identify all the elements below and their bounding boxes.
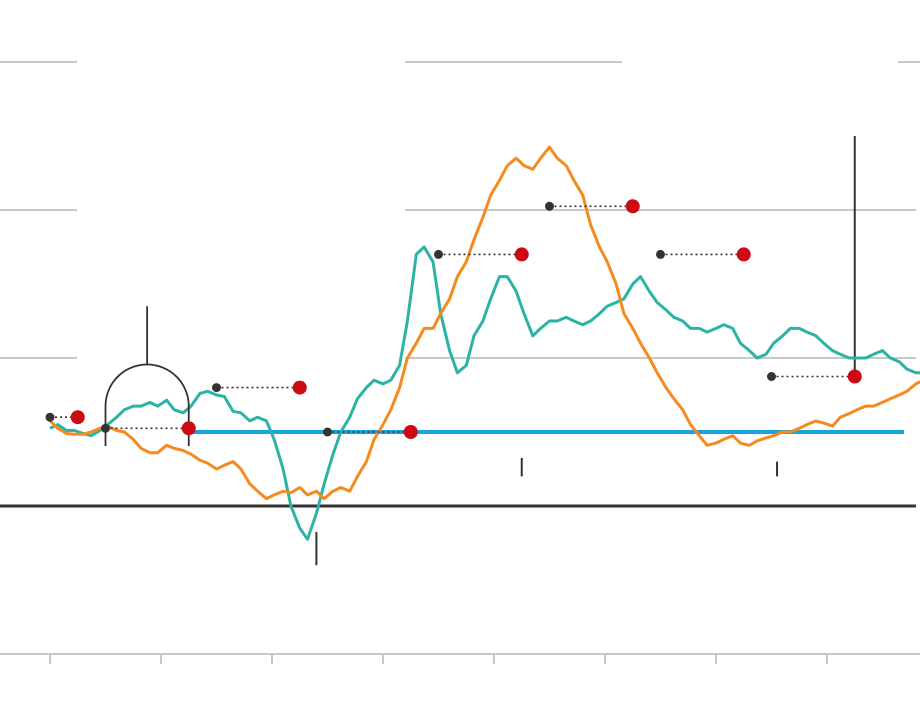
interval-start-dot [212, 383, 221, 393]
interval-start-dot [434, 249, 443, 259]
tick-marks [315, 136, 856, 566]
x-axis [0, 653, 920, 664]
interval-start-dot [767, 372, 776, 381]
series-line-2 [48, 145, 920, 501]
interval-end-dot [736, 247, 751, 262]
interval-end-dot [403, 425, 418, 439]
interval-end-dot [181, 421, 196, 436]
interval-end-dot [514, 247, 529, 262]
interval-end-dot [847, 369, 862, 384]
interval-start-dot [323, 427, 332, 437]
interval-end-dot [625, 199, 640, 214]
interval-start-dot [45, 412, 55, 422]
series-line-1 [49, 245, 920, 541]
interval-markers [45, 199, 862, 447]
interval-end-dot [292, 380, 307, 395]
annotation-bracket [104, 363, 190, 447]
interval-start-dot [545, 201, 554, 211]
gridlines [0, 61, 920, 508]
interval-start-dot [101, 423, 110, 433]
interval-end-dot [70, 410, 85, 425]
interval-start-dot [656, 249, 665, 259]
series-lines [48, 145, 920, 541]
